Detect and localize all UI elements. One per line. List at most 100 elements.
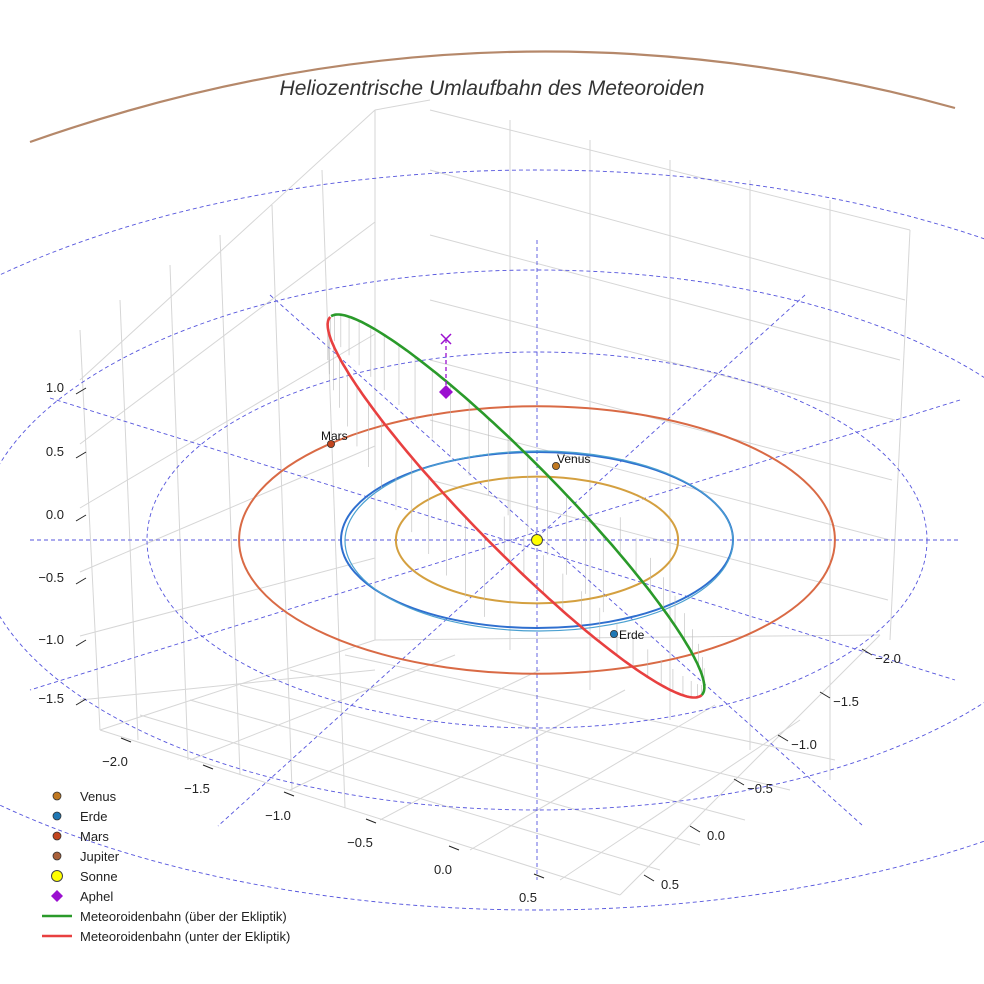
x-tick-mark	[202, 764, 214, 770]
y-tick-mark	[777, 734, 789, 742]
legend-symbol	[40, 786, 74, 806]
y-tick-mark	[689, 825, 701, 833]
legend-symbol	[40, 886, 74, 906]
legend-symbol	[40, 926, 74, 946]
grid-line	[321, 169, 346, 809]
reference-radial-line	[29, 399, 961, 691]
aphelion-projection-marker	[440, 333, 452, 345]
legend-label: Aphel	[80, 888, 114, 904]
x-tick-mark	[533, 873, 545, 879]
z-tick-mark	[75, 387, 87, 395]
tick-labels: 1.0 0.5 0.0 −0.5 −1.0 −1.5 −2.0 −1.5 −1.0 −0.5 0.0…	[38, 380, 901, 905]
reference-radial-line	[269, 294, 863, 826]
y-tick-label: −0.5	[747, 781, 773, 796]
legend-symbol	[40, 846, 74, 866]
y-tick-mark	[819, 691, 831, 699]
legend-item: Meteoroidenbahn (über der Ekliptik)	[40, 906, 290, 926]
legend: Venus Erde Mars Jupiter Sonne Aphel Meteoroide…	[40, 786, 290, 946]
legend-item: Venus	[40, 786, 290, 806]
legend-symbol	[40, 826, 74, 846]
legend-symbol	[40, 906, 74, 926]
orbit-venus	[394, 475, 680, 605]
legend-label: Mars	[80, 828, 109, 844]
aphelion-marker	[439, 385, 453, 399]
x-tick-mark	[365, 818, 377, 824]
legend-label: Venus	[80, 788, 117, 804]
legend-label: Meteoroidenbahn (über der Ekliptik)	[80, 908, 287, 924]
y-tick-mark	[643, 874, 655, 882]
grid-line	[79, 557, 376, 637]
mars-label: Mars	[321, 429, 348, 443]
legend-label: Erde	[80, 808, 108, 824]
grid-line	[79, 221, 376, 445]
legend-item: Jupiter	[40, 846, 290, 866]
venus-label: Venus	[557, 452, 590, 466]
x-tick-mark	[120, 737, 132, 743]
grid-line	[429, 234, 901, 361]
grid-line	[239, 684, 746, 821]
grid-line	[429, 479, 889, 601]
reference-radial-line	[217, 294, 806, 827]
reference-radial-line	[49, 397, 956, 681]
grid-line	[189, 654, 456, 761]
orbit-erde-trace	[344, 450, 734, 632]
meteoroid-orbit-below-ecliptic	[326, 316, 703, 699]
grid-line	[79, 333, 376, 509]
grid-line	[374, 99, 431, 111]
grid-line	[79, 109, 376, 381]
legend-symbol	[40, 806, 74, 826]
x-tick-label: −1.5	[184, 781, 210, 796]
grid-line	[139, 714, 661, 871]
y-tick-label: −1.5	[833, 694, 859, 709]
chart-title: Heliozentrische Umlaufbahn des Meteoroid…	[280, 77, 705, 100]
grid-line	[619, 634, 881, 896]
z-tick-mark	[75, 639, 87, 647]
earth-label: Erde	[619, 628, 645, 642]
y-tick-label: 0.0	[707, 828, 725, 843]
grid-line	[559, 719, 801, 881]
grid-line	[79, 445, 376, 573]
x-tick-label: −1.0	[265, 808, 291, 823]
grid-line	[289, 669, 791, 791]
legend-item: Meteoroidenbahn (unter der Ekliptik)	[40, 926, 290, 946]
y-tick-mark	[733, 778, 745, 786]
grid-line	[889, 229, 911, 641]
x-tick-mark	[283, 791, 295, 797]
grid-line	[79, 329, 101, 731]
grid-line	[429, 359, 893, 481]
grid-line	[374, 634, 881, 641]
z-tick-label: 1.0	[46, 380, 64, 395]
x-tick-label: −2.0	[102, 754, 128, 769]
grid-line	[271, 204, 293, 791]
meteoroid-drop-lines	[327, 314, 705, 698]
z-tick-label: −1.5	[38, 691, 64, 706]
legend-item: Erde	[40, 806, 290, 826]
legend-label: Jupiter	[80, 848, 120, 864]
x-tick-mark	[448, 845, 460, 851]
grid-line	[119, 299, 139, 741]
venus-marker	[552, 461, 561, 470]
grid-line	[169, 264, 189, 761]
z-tick-label: 0.0	[46, 507, 64, 522]
legend-label: Sonne	[80, 868, 118, 884]
grid-line	[99, 639, 376, 731]
grid-line	[79, 669, 376, 701]
axis-grid	[79, 99, 911, 896]
z-tick-label: −0.5	[38, 570, 64, 585]
grid-line	[289, 669, 541, 791]
grid-line	[429, 419, 891, 541]
grid-line	[344, 654, 836, 761]
sun-marker	[531, 534, 543, 546]
jupiter-orbit-arc	[29, 50, 956, 144]
earth-marker	[610, 630, 619, 639]
legend-item: Mars	[40, 826, 290, 846]
grid-line	[429, 169, 906, 301]
z-tick-mark	[75, 451, 87, 459]
y-tick-label: −1.0	[791, 737, 817, 752]
y-tick-label: 0.5	[661, 877, 679, 892]
z-tick-mark	[75, 698, 87, 706]
x-tick-label: 0.5	[519, 890, 537, 905]
legend-label: Meteoroidenbahn (unter der Ekliptik)	[80, 928, 291, 944]
legend-item: Aphel	[40, 886, 290, 906]
